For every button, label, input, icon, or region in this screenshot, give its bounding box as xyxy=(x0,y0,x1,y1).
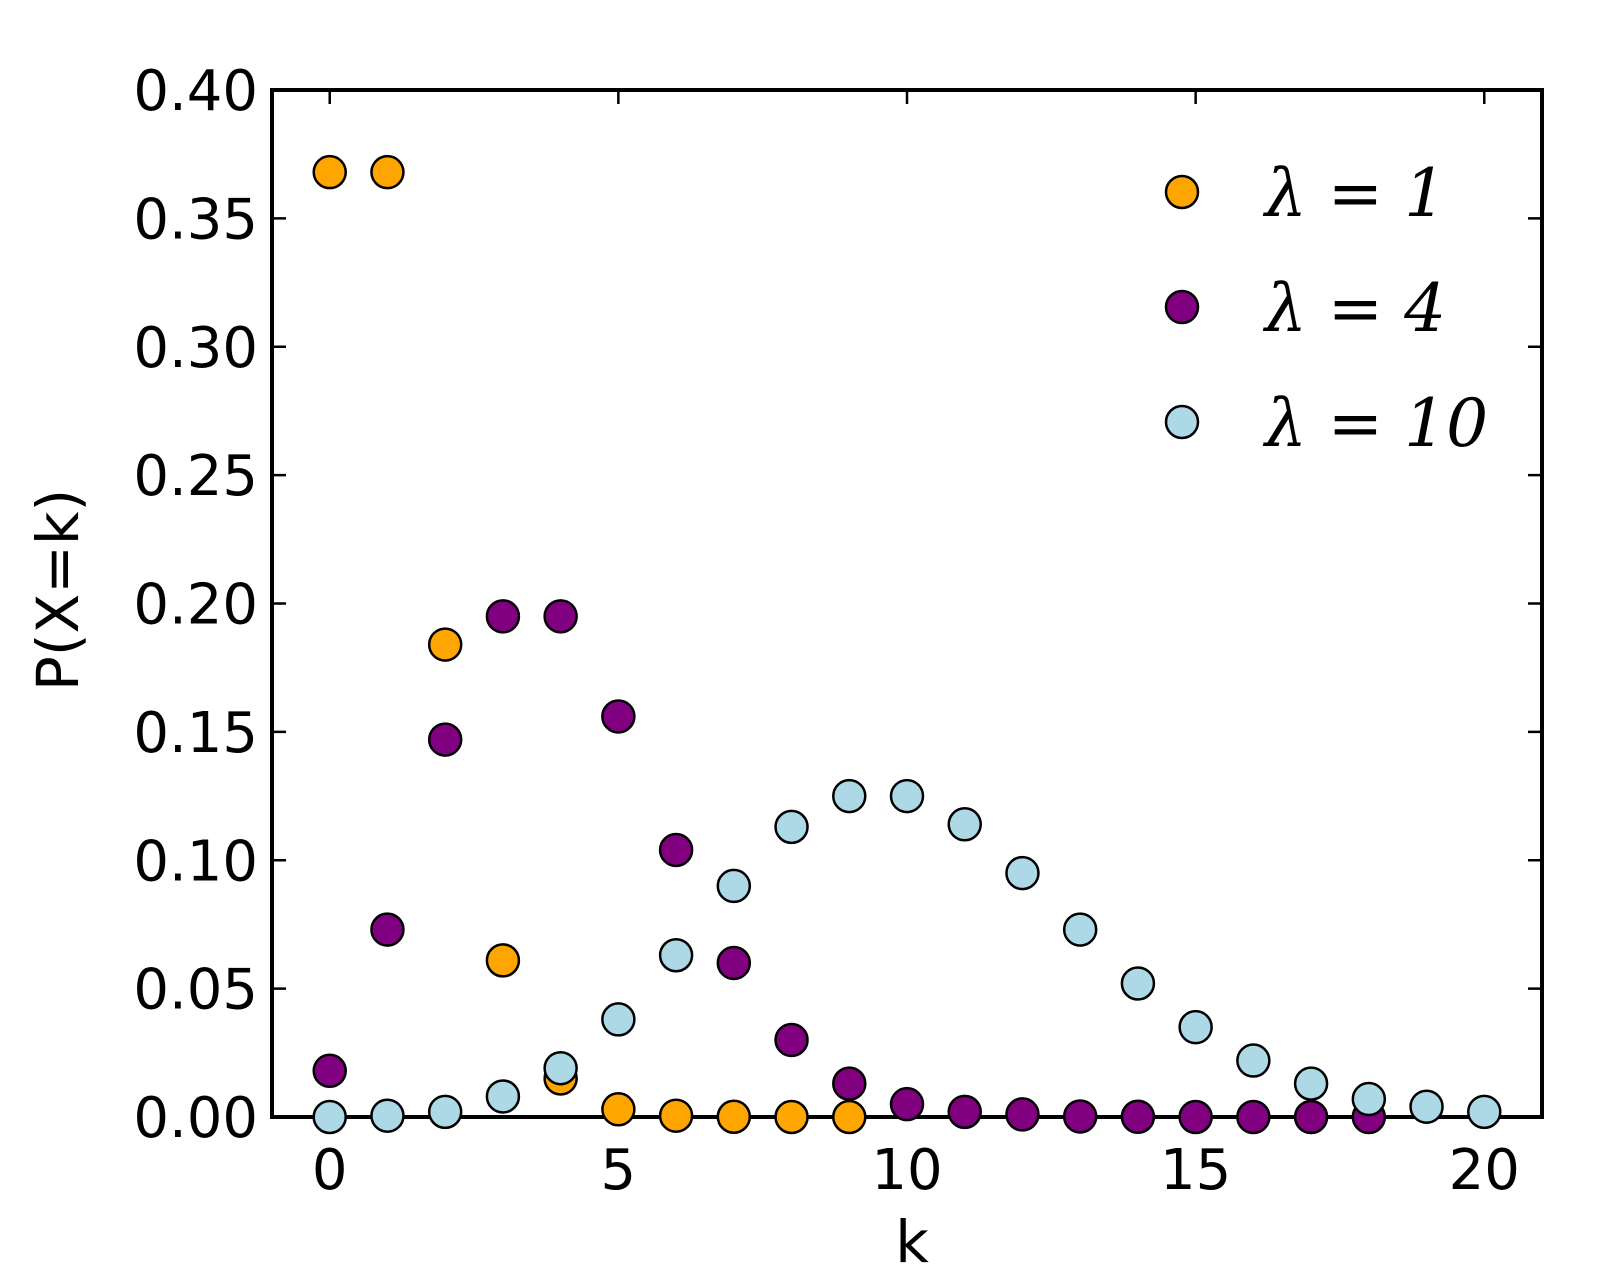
data-point xyxy=(427,627,463,662)
y-tick-label: 0.40 xyxy=(133,59,258,124)
data-point xyxy=(312,1053,347,1089)
data-point xyxy=(947,807,982,842)
legend-marker xyxy=(1164,404,1200,440)
data-point xyxy=(1120,966,1156,1001)
data-point xyxy=(889,778,925,814)
data-point xyxy=(1351,1081,1387,1117)
data-point xyxy=(312,1099,347,1135)
data-point xyxy=(1236,1043,1271,1078)
legend-marker xyxy=(1164,174,1200,210)
data-point xyxy=(889,1086,925,1122)
data-point xyxy=(1293,1066,1329,1101)
data-point xyxy=(1120,1099,1156,1134)
data-point xyxy=(774,1099,809,1135)
data-point xyxy=(543,599,578,634)
data-point xyxy=(658,937,694,973)
data-point xyxy=(370,154,405,190)
x-tick-label: 5 xyxy=(601,1138,637,1203)
data-point xyxy=(312,154,347,190)
data-point xyxy=(1005,855,1040,891)
data-point xyxy=(1293,1099,1329,1135)
data-point xyxy=(370,912,405,947)
data-point xyxy=(1062,1099,1098,1134)
data-point xyxy=(485,943,521,978)
data-point xyxy=(1409,1089,1444,1124)
x-tick-label: 0 xyxy=(312,1138,348,1203)
data-point xyxy=(543,1050,578,1086)
data-point xyxy=(601,1002,636,1037)
data-point xyxy=(1178,1099,1213,1135)
y-tick-label: 0.30 xyxy=(133,316,258,381)
data-point xyxy=(1467,1094,1502,1130)
data-point xyxy=(1005,1097,1040,1132)
data-point xyxy=(485,599,521,634)
data-point xyxy=(947,1094,982,1130)
data-point xyxy=(370,1098,405,1133)
x-tick-label: 20 xyxy=(1449,1138,1520,1203)
legend-label: λ = 4 xyxy=(1262,270,1446,347)
x-tick-label: 15 xyxy=(1160,1138,1231,1203)
legend-label: λ = 10 xyxy=(1262,385,1488,462)
data-point xyxy=(485,1079,521,1114)
data-point xyxy=(716,868,752,904)
data-point xyxy=(1178,1009,1213,1045)
data-point xyxy=(774,1022,809,1058)
data-point xyxy=(774,809,809,845)
data-point xyxy=(601,699,636,734)
series-0 xyxy=(312,154,867,1135)
y-tick-label: 0.00 xyxy=(133,1086,258,1151)
series-1 xyxy=(312,599,1387,1135)
data-point xyxy=(427,722,463,757)
y-tick-label: 0.05 xyxy=(133,958,258,1023)
data-point xyxy=(716,1099,752,1134)
y-tick-label: 0.15 xyxy=(133,701,258,766)
y-tick-label: 0.25 xyxy=(133,444,258,509)
legend-label: λ = 1 xyxy=(1262,155,1446,232)
y-tick-label: 0.35 xyxy=(133,187,258,252)
data-point xyxy=(716,945,752,981)
x-tick-label: 10 xyxy=(871,1138,942,1203)
y-tick-label: 0.10 xyxy=(133,829,258,894)
y-tick-label: 0.20 xyxy=(133,573,258,638)
data-point xyxy=(1062,912,1098,947)
data-point xyxy=(1236,1099,1271,1135)
data-point xyxy=(427,1094,463,1130)
x-axis-label: k xyxy=(895,1208,929,1276)
legend-marker xyxy=(1164,289,1200,325)
data-point xyxy=(832,778,867,814)
data-point xyxy=(832,1066,867,1101)
data-point xyxy=(658,832,694,868)
plot-frame xyxy=(270,88,1544,1119)
data-point xyxy=(832,1099,867,1135)
data-point xyxy=(601,1092,636,1127)
series-2 xyxy=(312,778,1502,1135)
data-point xyxy=(658,1098,694,1133)
y-axis-label: P(X=k) xyxy=(24,489,92,691)
